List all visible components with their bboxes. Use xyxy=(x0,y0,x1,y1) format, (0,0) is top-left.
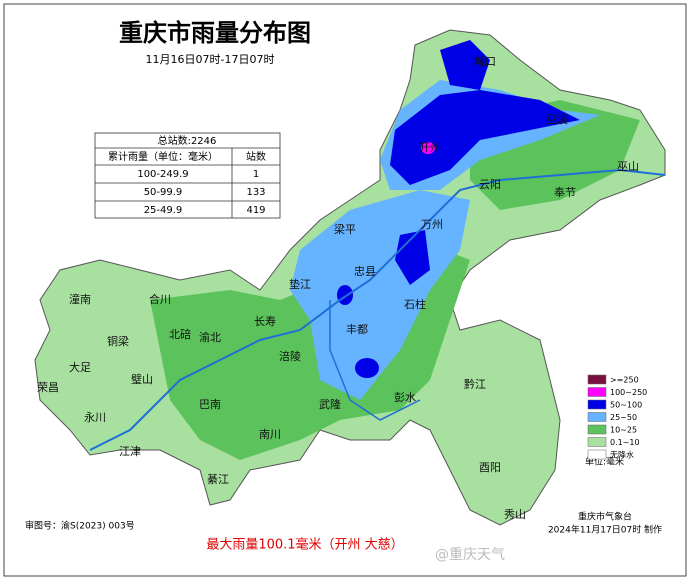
legend-label: 100~250 xyxy=(610,388,647,397)
legend-swatch xyxy=(587,437,607,447)
place-label: 秀山 xyxy=(504,508,526,521)
agency: 重庆市气象台 xyxy=(578,511,632,523)
place-label: 铜梁 xyxy=(107,334,129,348)
legend-swatch xyxy=(587,387,607,397)
legend-swatch xyxy=(587,424,607,435)
place-label: 云阳 xyxy=(479,178,501,191)
title: 重庆市雨量分布图 xyxy=(119,19,311,47)
place-label: 巫溪 xyxy=(546,113,568,126)
legend-label: >=250 xyxy=(610,376,639,385)
place-label: 潼南 xyxy=(69,292,91,306)
place-label: 北碚 xyxy=(169,327,191,341)
rain-zone xyxy=(440,40,490,90)
subtitle: 11月16日07时-17日07时 xyxy=(146,53,275,66)
rain-zone xyxy=(390,90,580,185)
table-total: 总站数:2246 xyxy=(158,134,217,147)
rain-zone xyxy=(355,358,379,378)
place-label: 永川 xyxy=(84,410,106,424)
place-label: 开州 xyxy=(419,141,441,154)
place-label: 城口 xyxy=(474,55,496,68)
rain-zone xyxy=(421,142,435,154)
watermark: @重庆天气 xyxy=(435,547,505,563)
legend-label: 无降水 xyxy=(610,450,634,460)
place-label: 巫山 xyxy=(617,160,639,173)
legend-swatch xyxy=(587,399,607,410)
place-label: 武隆 xyxy=(319,397,341,411)
approval-number: 审图号：渝S(2023) 003号 xyxy=(25,520,135,532)
place-label: 万州 xyxy=(421,218,443,231)
table-cell: 419 xyxy=(246,205,265,216)
legend-swatch xyxy=(587,449,607,460)
place-label: 璧山 xyxy=(131,372,153,386)
stats-table xyxy=(94,132,281,219)
legend-label: 25~50 xyxy=(610,413,637,422)
place-label: 大足 xyxy=(69,360,91,374)
place-label: 彭水 xyxy=(394,390,416,404)
place-label: 南川 xyxy=(259,428,281,441)
place-label: 荣昌 xyxy=(37,381,59,394)
issue-time: 2024年11月17日07时 制作 xyxy=(548,524,662,536)
table-border xyxy=(94,132,281,219)
place-label: 丰都 xyxy=(346,323,368,336)
table-cell: 133 xyxy=(246,187,265,198)
table-header: 累计雨量（单位：毫米） xyxy=(108,150,218,163)
map-area xyxy=(34,29,666,526)
table-cell: 100-249.9 xyxy=(137,169,188,180)
place-label: 渝北 xyxy=(199,330,221,344)
frame xyxy=(3,3,687,577)
place-label: 江津 xyxy=(119,445,141,458)
place-label: 长寿 xyxy=(254,314,276,328)
place-label: 巴南 xyxy=(199,398,221,411)
legend-swatch xyxy=(587,374,607,385)
table-cell: 1 xyxy=(253,169,259,180)
rain-zone xyxy=(395,230,430,285)
legend-swatch xyxy=(587,412,607,422)
river xyxy=(89,168,666,451)
place-label: 垫江 xyxy=(289,277,311,291)
table-cell: 25-49.9 xyxy=(144,205,183,216)
place-label: 酉阳 xyxy=(479,461,501,474)
legend-label: 50~100 xyxy=(610,401,642,410)
place-label: 忠县 xyxy=(354,265,376,278)
legend-label: 0.1~10 xyxy=(610,438,640,447)
place-label: 綦江 xyxy=(207,473,229,486)
place-label: 涪陵 xyxy=(279,349,301,363)
place-label: 奉节 xyxy=(554,185,576,199)
rain-zone xyxy=(337,285,353,305)
place-label: 石柱 xyxy=(404,297,426,311)
table-header: 站数 xyxy=(246,150,266,163)
place-label: 合川 xyxy=(149,292,171,306)
legend-label: 10~25 xyxy=(610,426,637,435)
table-cell: 50-99.9 xyxy=(144,187,183,198)
max-rain: 最大雨量100.1毫米（开州 大慈） xyxy=(206,537,403,553)
river xyxy=(329,300,421,421)
place-label: 黔江 xyxy=(464,377,486,391)
place-label: 梁平 xyxy=(334,222,356,236)
